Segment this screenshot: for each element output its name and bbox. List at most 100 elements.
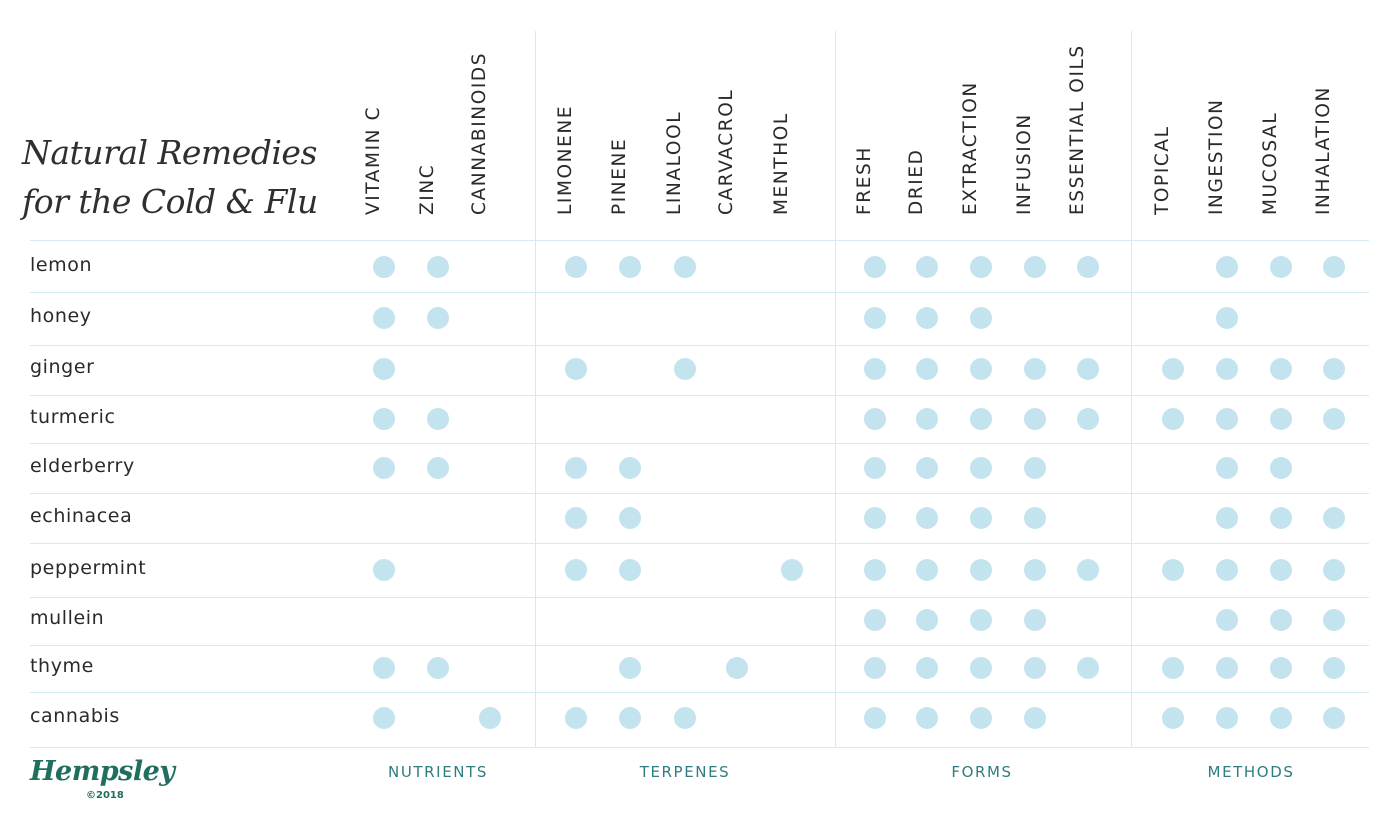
column-header-label: VITAMIN C <box>363 105 384 215</box>
dot-ginger-extraction <box>970 358 992 380</box>
column-header-label: ESSENTIAL OILS <box>1067 44 1088 215</box>
dot-thyme-dried <box>916 657 938 679</box>
dot-peppermint-mucosal <box>1270 559 1292 581</box>
dot-cannabis-dried <box>916 707 938 729</box>
dot-cannabis-mucosal <box>1270 707 1292 729</box>
dot-cannabis-fresh <box>864 707 886 729</box>
dot-elderberry-dried <box>916 457 938 479</box>
dot-thyme-topical <box>1162 657 1184 679</box>
dot-lemon-fresh <box>864 256 886 278</box>
dot-lemon-pinene <box>619 256 641 278</box>
dot-peppermint-fresh <box>864 559 886 581</box>
group-label-nutrients: NUTRIENTS <box>388 763 488 781</box>
dot-lemon-linalool <box>674 256 696 278</box>
dot-lemon-inhalation <box>1323 256 1345 278</box>
dot-elderberry-pinene <box>619 457 641 479</box>
dot-echinacea-pinene <box>619 507 641 529</box>
dot-echinacea-inhalation <box>1323 507 1345 529</box>
dot-mullein-ingestion <box>1216 609 1238 631</box>
dot-elderberry-fresh <box>864 457 886 479</box>
dot-cannabis-cannabinoids <box>479 707 501 729</box>
row-divider <box>30 395 1369 396</box>
row-label-echinacea: echinacea <box>30 505 133 527</box>
dot-elderberry-limonene <box>565 457 587 479</box>
dot-thyme-fresh <box>864 657 886 679</box>
dot-thyme-carvacrol <box>726 657 748 679</box>
row-divider <box>30 443 1369 444</box>
dot-cannabis-limonene <box>565 707 587 729</box>
dot-mullein-mucosal <box>1270 609 1292 631</box>
column-header-label: EXTRACTION <box>960 81 981 215</box>
column-header-label: TOPICAL <box>1152 125 1173 215</box>
dot-turmeric-vitamin-c <box>373 408 395 430</box>
dot-lemon-infusion <box>1024 256 1046 278</box>
dot-echinacea-fresh <box>864 507 886 529</box>
column-header-label: DRIED <box>906 148 927 216</box>
dot-peppermint-essential-oils <box>1077 559 1099 581</box>
dot-thyme-vitamin-c <box>373 657 395 679</box>
dot-thyme-mucosal <box>1270 657 1292 679</box>
dot-lemon-ingestion <box>1216 256 1238 278</box>
dot-cannabis-ingestion <box>1216 707 1238 729</box>
dot-cannabis-topical <box>1162 707 1184 729</box>
dot-ginger-mucosal <box>1270 358 1292 380</box>
dot-turmeric-inhalation <box>1323 408 1345 430</box>
column-header-label: CANNABINOIDS <box>469 51 490 215</box>
row-label-cannabis: cannabis <box>30 705 120 727</box>
dot-ginger-dried <box>916 358 938 380</box>
row-divider <box>30 692 1369 693</box>
dot-cannabis-linalool <box>674 707 696 729</box>
dot-turmeric-mucosal <box>1270 408 1292 430</box>
dot-elderberry-extraction <box>970 457 992 479</box>
row-label-mullein: mullein <box>30 607 105 629</box>
dot-thyme-infusion <box>1024 657 1046 679</box>
dot-elderberry-ingestion <box>1216 457 1238 479</box>
row-label-elderberry: elderberry <box>30 455 135 477</box>
group-divider <box>535 31 536 748</box>
group-divider <box>835 31 836 748</box>
column-header-label: PINENE <box>609 137 630 215</box>
dot-ginger-essential-oils <box>1077 358 1099 380</box>
dot-peppermint-vitamin-c <box>373 559 395 581</box>
dot-cannabis-pinene <box>619 707 641 729</box>
dot-cannabis-infusion <box>1024 707 1046 729</box>
dot-elderberry-infusion <box>1024 457 1046 479</box>
dot-turmeric-essential-oils <box>1077 408 1099 430</box>
dot-mullein-infusion <box>1024 609 1046 631</box>
column-header-label: ZINC <box>417 163 438 215</box>
dot-honey-fresh <box>864 307 886 329</box>
column-header-label: MUCOSAL <box>1260 111 1281 215</box>
group-divider <box>1131 31 1132 748</box>
group-label-methods: METHODS <box>1207 763 1295 781</box>
row-divider <box>30 597 1369 598</box>
dot-honey-extraction <box>970 307 992 329</box>
dot-lemon-vitamin-c <box>373 256 395 278</box>
dot-ginger-infusion <box>1024 358 1046 380</box>
column-header-label: INFUSION <box>1014 113 1035 215</box>
dot-ginger-fresh <box>864 358 886 380</box>
dot-peppermint-limonene <box>565 559 587 581</box>
dot-mullein-dried <box>916 609 938 631</box>
dot-thyme-inhalation <box>1323 657 1345 679</box>
dot-turmeric-extraction <box>970 408 992 430</box>
dot-cannabis-vitamin-c <box>373 707 395 729</box>
dot-honey-ingestion <box>1216 307 1238 329</box>
group-label-terpenes: TERPENES <box>639 763 731 781</box>
dot-lemon-limonene <box>565 256 587 278</box>
dot-echinacea-limonene <box>565 507 587 529</box>
dot-ginger-inhalation <box>1323 358 1345 380</box>
dot-thyme-zinc <box>427 657 449 679</box>
dot-peppermint-extraction <box>970 559 992 581</box>
chart-title: Natural Remedies for the Cold & Flu <box>22 128 318 226</box>
dot-turmeric-zinc <box>427 408 449 430</box>
chart-title-line-2: for the Cold & Flu <box>22 182 318 221</box>
column-header-label: MENTHOL <box>771 112 792 215</box>
dot-peppermint-dried <box>916 559 938 581</box>
row-label-peppermint: peppermint <box>30 557 147 579</box>
dot-ginger-linalool <box>674 358 696 380</box>
dot-lemon-dried <box>916 256 938 278</box>
dot-elderberry-vitamin-c <box>373 457 395 479</box>
dot-thyme-pinene <box>619 657 641 679</box>
dot-lemon-essential-oils <box>1077 256 1099 278</box>
